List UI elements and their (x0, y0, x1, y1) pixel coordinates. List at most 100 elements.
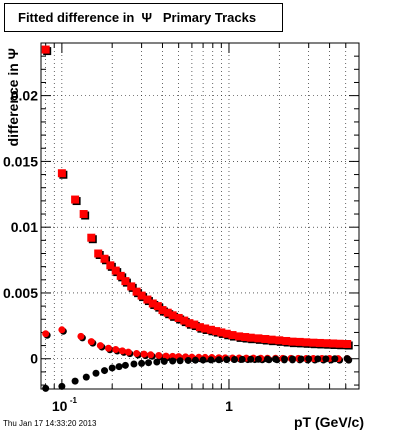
data-point-square (163, 308, 172, 317)
data-point-square (228, 331, 237, 340)
data-point-circle (77, 332, 85, 340)
data-point-circle (140, 350, 148, 358)
data-point-square (212, 327, 221, 336)
data-points (41, 45, 353, 392)
data-point-square (180, 316, 189, 325)
data-point-square (185, 319, 194, 328)
data-point-square (137, 291, 146, 300)
data-point-circle (238, 355, 246, 363)
data-point-circle (169, 357, 177, 365)
data-point-circle (138, 359, 146, 367)
data-point-circle (71, 377, 79, 385)
data-point-square (116, 271, 125, 280)
y-tick-labels: 0 0.005 0.01 0.015 0.02 (3, 88, 38, 367)
data-point-square (158, 306, 167, 315)
x-tick-label: 10 (52, 398, 68, 414)
data-point-square (79, 210, 88, 219)
data-point-circle (104, 344, 112, 352)
data-point-square (235, 332, 244, 341)
data-point-square (322, 339, 331, 348)
y-tick-label: 0 (30, 351, 38, 367)
data-point-square (148, 299, 157, 308)
data-point-circle (147, 351, 155, 359)
data-point-square (174, 313, 183, 322)
x-tick-label-exponent: -1 (70, 396, 78, 405)
data-point-square (195, 323, 204, 332)
data-point-circle (254, 355, 262, 363)
data-point-circle (314, 355, 322, 363)
data-point-circle (160, 357, 168, 365)
data-point-circle (176, 357, 184, 365)
x-tick-label: 1 (225, 398, 233, 414)
y-tick-label: 0.015 (3, 153, 38, 169)
x-axis-title: pT (GeV/c) (294, 414, 364, 430)
data-point-square (254, 334, 263, 343)
data-point-circle (155, 351, 163, 359)
data-point-circle (58, 326, 66, 334)
data-point-square (222, 329, 231, 338)
data-point-circle (121, 361, 129, 369)
data-point-circle (331, 355, 339, 363)
data-point-square (100, 254, 109, 263)
data-point-square (282, 336, 291, 345)
footer-timestamp: Thu Jan 17 14:33:20 2013 (3, 419, 97, 428)
data-point-square (217, 328, 226, 337)
data-point-circle (162, 352, 170, 360)
data-point-circle (87, 338, 95, 346)
data-point-square (335, 339, 344, 348)
data-point-circle (118, 347, 126, 355)
data-point-circle (108, 364, 116, 372)
data-point-square (41, 45, 50, 54)
data-point-circle (191, 356, 199, 364)
data-point-circle (231, 356, 239, 364)
data-point-square (275, 336, 284, 345)
chart-title-box: Fitted difference in Ψ Primary Tracks (4, 3, 283, 32)
y-tick-label: 0.005 (3, 285, 38, 301)
y-tick-label: 0.02 (11, 88, 38, 104)
plot-frame (40, 42, 360, 390)
data-point-square (267, 335, 276, 344)
data-point-circle (153, 358, 161, 366)
data-point-circle (130, 360, 138, 368)
data-point-circle (199, 356, 207, 364)
data-point-circle (207, 356, 215, 364)
data-point-square (94, 249, 103, 258)
data-point-circle (112, 346, 120, 354)
data-point-circle (272, 355, 280, 363)
data-point-circle (133, 349, 141, 357)
data-point-square (57, 169, 66, 178)
data-point-square (190, 320, 199, 329)
data-point-circle (124, 348, 132, 356)
data-point-square (295, 337, 304, 346)
data-point-square (309, 338, 318, 347)
data-point-square (201, 324, 210, 333)
data-point-square (127, 282, 136, 291)
axis-ticks (41, 42, 360, 389)
data-point-square (143, 295, 152, 304)
data-point-circle (223, 356, 231, 364)
data-point-circle (289, 355, 297, 363)
data-point-circle (184, 356, 192, 364)
data-point-circle (215, 356, 223, 364)
data-point-square (153, 302, 162, 311)
data-point-circle (305, 355, 313, 363)
data-point-square (343, 340, 352, 349)
data-point-square (106, 261, 115, 270)
data-point-square (302, 338, 311, 347)
data-point-square (168, 311, 177, 320)
chart-title: Fitted difference in Ψ Primary Tracks (18, 10, 257, 25)
data-point-square (329, 339, 338, 348)
data-point-square (132, 287, 141, 296)
data-point-circle (115, 363, 123, 371)
data-point-circle (96, 342, 104, 350)
data-point-square (111, 266, 120, 275)
data-point-circle (263, 355, 271, 363)
data-point-square (261, 335, 270, 344)
data-point-circle (343, 355, 351, 363)
data-point-circle (281, 355, 289, 363)
data-point-circle (297, 355, 305, 363)
data-point-circle (92, 369, 100, 377)
data-point-square (246, 333, 255, 342)
data-point-circle (145, 359, 153, 367)
data-point-circle (82, 373, 90, 381)
